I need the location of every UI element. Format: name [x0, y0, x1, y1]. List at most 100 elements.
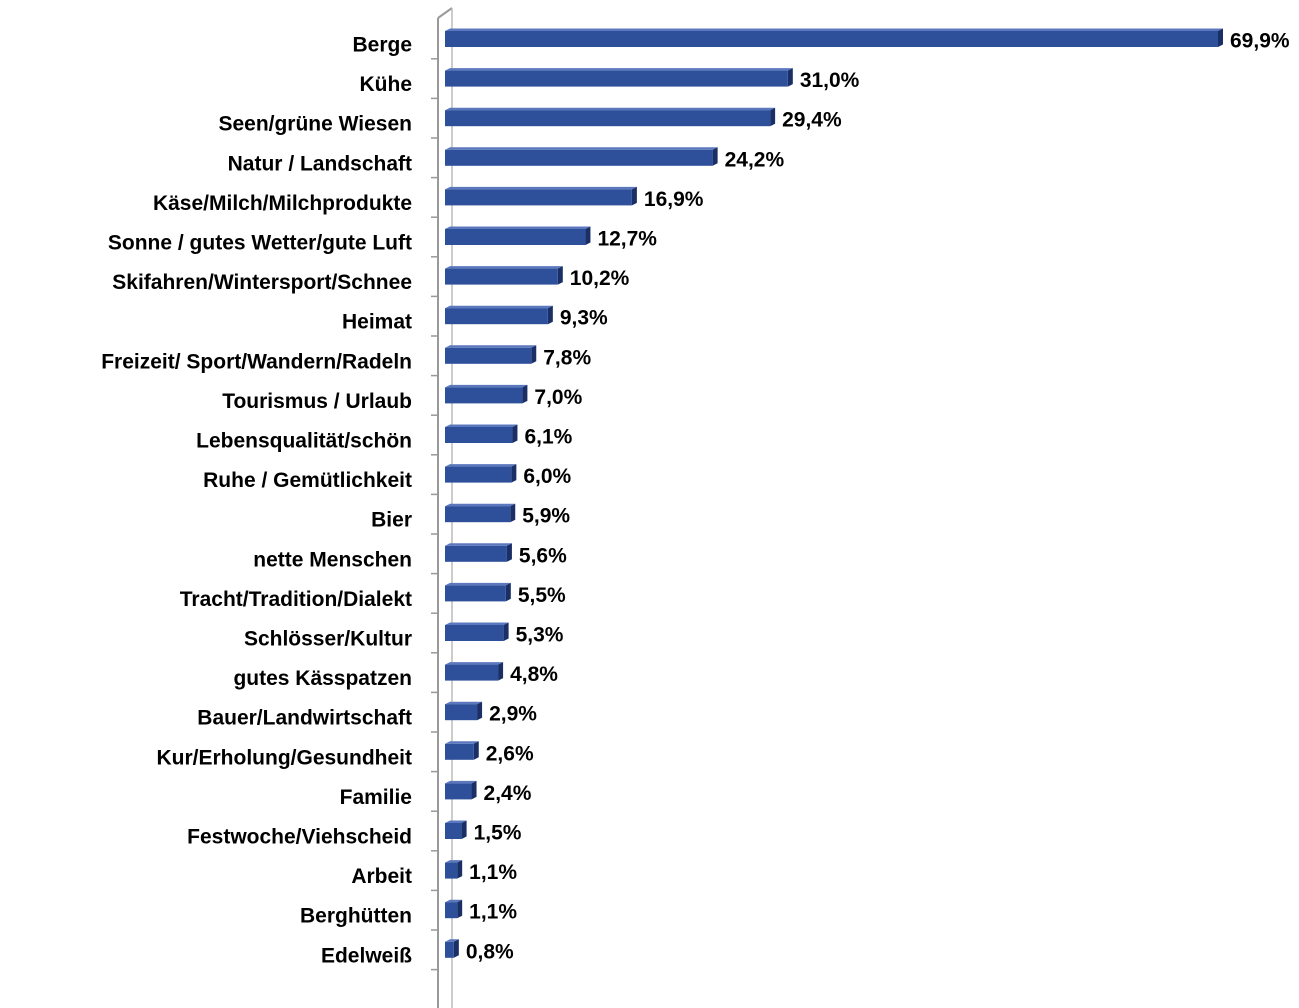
bar-top — [445, 662, 504, 665]
y-tick-label: Skifahren/Wintersport/Schnee — [112, 271, 412, 294]
value-label: 12,7% — [597, 228, 657, 251]
bar-side — [531, 345, 537, 364]
y-tick-label: Berghütten — [300, 905, 412, 928]
value-label: 7,8% — [543, 346, 591, 369]
y-tick-label: Bauer/Landwirtschaft — [197, 707, 412, 730]
bar-side — [453, 939, 459, 958]
bar-top — [445, 464, 517, 467]
bar-top — [445, 226, 591, 229]
bar-top — [445, 741, 479, 744]
y-tick-label: Heimat — [342, 311, 412, 334]
y-tick-label: Arbeit — [351, 865, 412, 888]
bar-side — [585, 226, 591, 245]
bar-side — [505, 582, 511, 602]
value-label: 0,8% — [466, 940, 514, 963]
value-label: 6,1% — [524, 426, 572, 449]
bar-side — [473, 741, 479, 760]
y-tick-label: Tourismus / Urlaub — [222, 390, 412, 413]
y-tick-label: Freizeit/ Sport/Wandern/Radeln — [101, 350, 412, 373]
value-label: 31,0% — [800, 69, 860, 92]
bar — [445, 545, 507, 562]
value-label: 5,3% — [516, 624, 564, 647]
bar-side — [1218, 28, 1223, 47]
bar-top — [445, 701, 483, 705]
value-label: 2,9% — [489, 703, 537, 726]
y-tick-label: Festwoche/Viehscheid — [187, 826, 412, 849]
value-label: 6,0% — [523, 465, 571, 488]
bar-top — [445, 345, 537, 348]
axis-depth — [437, 7, 453, 19]
value-label: 16,9% — [644, 188, 704, 211]
bar-side — [770, 107, 776, 127]
bar-top — [445, 939, 459, 942]
bar-top — [445, 543, 512, 546]
bar-top — [445, 186, 637, 190]
bar-top — [445, 503, 516, 507]
bar — [445, 347, 532, 364]
y-tick-label: Kühe — [360, 73, 413, 96]
value-label: 5,6% — [519, 544, 567, 567]
y-tick-label: Käse/Milch/Milchprodukte — [153, 192, 412, 215]
value-label: 2,4% — [484, 782, 532, 805]
value-label: 69,9% — [1230, 30, 1290, 53]
value-label: 7,0% — [534, 386, 582, 409]
bar — [445, 743, 474, 760]
bar-top — [445, 68, 793, 71]
value-label: 9,3% — [560, 307, 608, 330]
value-label: 24,2% — [725, 148, 785, 171]
bar-side — [787, 68, 793, 87]
bar-top — [445, 107, 776, 111]
bar — [445, 506, 511, 523]
value-label: 29,4% — [782, 109, 842, 132]
bar — [445, 625, 504, 641]
bar-top — [445, 384, 528, 388]
bar — [445, 427, 513, 443]
bar — [445, 783, 472, 800]
y-tick-label: Lebensqualität/schön — [196, 430, 412, 453]
bar — [445, 110, 771, 127]
bar-side — [461, 820, 467, 839]
bar — [445, 704, 478, 721]
bar-side — [522, 384, 528, 404]
bar-side — [547, 305, 553, 325]
bar-top — [445, 147, 718, 150]
bar — [445, 664, 499, 681]
bar-side — [506, 543, 512, 562]
y-tick-label: Berge — [352, 34, 412, 57]
y-tick-label: Tracht/Tradition/Dialekt — [180, 588, 412, 611]
bar-top — [445, 820, 467, 823]
y-tick-label: Ruhe / Gemütlichkeit — [203, 469, 412, 492]
bar-side — [511, 464, 517, 483]
bar-side — [477, 701, 483, 721]
bar — [445, 149, 713, 166]
bar — [445, 70, 788, 87]
bar-top — [445, 899, 463, 903]
value-label: 5,9% — [522, 505, 570, 528]
bar — [445, 229, 586, 245]
bar-top — [445, 622, 509, 625]
bar-top — [445, 860, 463, 863]
bar — [445, 823, 462, 839]
bar — [445, 466, 512, 483]
bar — [445, 308, 548, 325]
value-label: 10,2% — [570, 267, 630, 290]
bar-side — [510, 503, 516, 523]
y-tick-label: Kur/Erholung/Gesundheit — [157, 746, 413, 769]
value-label: 1,5% — [474, 822, 522, 845]
y-tick-label: Familie — [340, 786, 412, 809]
value-label: 4,8% — [510, 663, 558, 686]
value-label: 5,5% — [518, 584, 566, 607]
bar — [445, 941, 454, 958]
bar-side — [503, 622, 509, 641]
y-tick-label: Schlösser/Kultur — [244, 628, 412, 651]
bar-top — [445, 582, 511, 586]
bar — [445, 189, 632, 206]
bar — [445, 585, 506, 602]
bar-top — [445, 28, 1223, 31]
y-tick-label: gutes Kässpatzen — [233, 667, 412, 690]
bar-top — [445, 266, 563, 269]
bar-side — [631, 186, 637, 206]
bar-side — [557, 266, 563, 285]
y-tick-label: Edelweiß — [321, 944, 412, 967]
value-label: 2,6% — [486, 742, 534, 765]
